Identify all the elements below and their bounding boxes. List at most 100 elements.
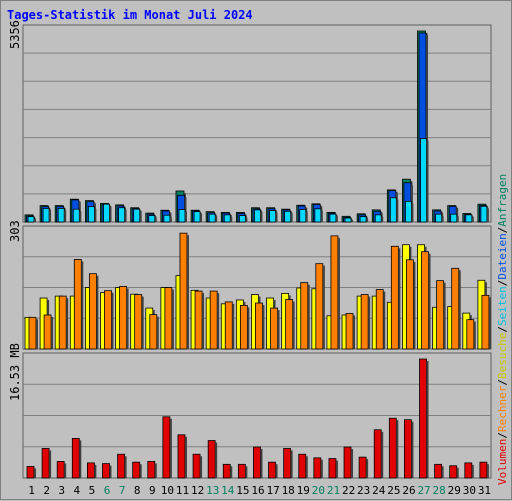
bar-volumen-day-8 (132, 461, 141, 479)
bar-seiten-day-24 (374, 214, 382, 223)
bar-seiten-day-28-shade (441, 216, 444, 222)
bar-seiten-day-1 (27, 216, 35, 223)
bar-rechner-day-22 (345, 313, 354, 350)
bar-volumen-day-14 (222, 463, 231, 479)
x-tick-day-12: 12 (191, 484, 204, 497)
bar-rechner-day-20 (315, 263, 324, 350)
bar-seiten-day-7 (118, 207, 125, 223)
x-tick-day-20: 20 (312, 484, 325, 497)
bar-rechner-day-30-shade (473, 321, 476, 349)
bar-rechner-day-7 (119, 286, 127, 350)
x-tick-day-11: 11 (176, 484, 189, 497)
legend-item-anfragen: Anfragen (496, 174, 509, 227)
bar-volumen-day-6-shade (109, 465, 112, 478)
bar-seiten-day-17 (269, 210, 276, 223)
bar-rechner-day-13 (209, 290, 218, 350)
bar-seiten-day-26 (405, 200, 412, 223)
bar-volumen-day-26-shade (411, 421, 414, 478)
x-tick-day-3: 3 (58, 484, 65, 497)
bar-volumen-day-7-shade (124, 456, 127, 478)
bar-volumen-day-1-shade (34, 468, 36, 478)
bar-seiten-day-14-shade (230, 216, 233, 222)
x-tick-day-2: 2 (43, 484, 50, 497)
x-tick-day-7: 7 (119, 484, 126, 497)
bar-rechner-day-5-shade (96, 275, 99, 349)
x-tick-day-31: 31 (478, 484, 491, 497)
x-tick-day-5: 5 (89, 484, 96, 497)
bar-rechner-day-23 (360, 294, 369, 350)
panel-hits-files-pages (22, 24, 492, 223)
bar-rechner-day-2 (43, 314, 52, 350)
bar-seiten-day-28 (435, 213, 443, 223)
bar-seiten-day-30-shade (471, 216, 474, 222)
bar-rechner-day-24-shade (383, 291, 386, 349)
bar-rechner-day-29 (451, 267, 460, 350)
bar-rechner-day-18-shade (292, 301, 295, 349)
x-tick-day-17: 17 (266, 484, 279, 497)
bar-volumen-day-10-shade (169, 418, 172, 478)
x-tick-day-30: 30 (463, 484, 476, 497)
bar-volumen-day-13 (207, 440, 216, 479)
bar-volumen-day-23 (358, 456, 367, 479)
bar-rechner-day-18 (285, 299, 294, 350)
bar-rechner-day-6 (104, 290, 112, 350)
bar-volumen-day-17 (268, 461, 276, 479)
bar-seiten-day-11-shade (184, 211, 187, 222)
bar-rechner-day-21 (330, 235, 339, 350)
bar-volumen-day-15-shade (245, 466, 248, 478)
bar-volumen-day-29 (449, 465, 458, 479)
bar-seiten-day-22 (344, 217, 352, 223)
bar-seiten-day-31-shade (486, 208, 489, 222)
bar-seiten-day-14 (223, 214, 231, 223)
bar-rechner-day-13-shade (217, 293, 220, 349)
bar-rechner-day-26 (406, 259, 414, 350)
legend-item-volumen: Volumen (496, 439, 509, 485)
bar-seiten-day-19-shade (305, 211, 308, 222)
bar-seiten-day-29 (450, 213, 458, 223)
bar-seiten-day-2-shade (49, 210, 52, 222)
bar-rechner-day-23-shade (368, 296, 371, 349)
bar-seiten-day-2 (42, 208, 50, 223)
bar-rechner-day-16-shade (262, 305, 265, 349)
x-tick-day-28: 28 (433, 484, 446, 497)
bar-rechner-day-9 (149, 314, 158, 350)
bar-volumen-day-14-shade (230, 466, 233, 478)
bar-rechner-day-29-shade (458, 270, 461, 349)
bar-volumen-day-1 (26, 466, 35, 479)
max-label-hits-files-pages: 5356 (8, 20, 22, 49)
bar-seiten-day-17-shade (275, 212, 278, 222)
legend-item-separator: / (496, 432, 509, 439)
bar-rechner-day-3-shade (66, 298, 69, 349)
bar-volumen-day-20-shade (320, 459, 323, 478)
bar-seiten-day-6-shade (109, 206, 112, 222)
bar-volumen-day-22 (343, 446, 352, 479)
bar-rechner-day-12-shade (202, 293, 205, 349)
bar-rechner-day-31-shade (488, 297, 491, 349)
chart-title: Tages-Statistik im Monat Juli 2024 (7, 8, 253, 22)
bar-rechner-day-4-shade (81, 261, 84, 349)
bar-seiten-day-5-shade (94, 208, 97, 222)
bar-volumen-day-29-shade (456, 467, 459, 478)
bar-rechner-day-28 (436, 280, 445, 350)
bar-rechner-day-30 (466, 319, 475, 350)
bar-seiten-day-21 (329, 213, 337, 223)
bar-rechner-day-3 (58, 295, 67, 350)
bar-rechner-day-5 (88, 273, 97, 350)
bar-volumen-day-7 (117, 453, 125, 479)
bar-seiten-day-4-shade (79, 211, 82, 222)
x-tick-day-14: 14 (221, 484, 235, 497)
bar-seiten-day-20 (314, 208, 322, 223)
x-tick-day-21: 21 (327, 484, 340, 497)
bar-seiten-day-12 (193, 211, 201, 223)
max-label-visits-sites: 303 (8, 220, 22, 242)
bar-volumen-day-9 (147, 461, 156, 479)
bar-seiten-day-10 (163, 214, 171, 223)
x-tick-day-22: 22 (342, 484, 355, 497)
bar-volumen-day-11 (177, 434, 186, 479)
bar-seiten-day-8-shade (139, 211, 142, 222)
bar-rechner-day-7-shade (126, 288, 129, 349)
bar-volumen-day-16-shade (260, 449, 263, 478)
bar-rechner-day-11-shade (186, 235, 189, 349)
bar-seiten-day-18 (284, 210, 292, 223)
